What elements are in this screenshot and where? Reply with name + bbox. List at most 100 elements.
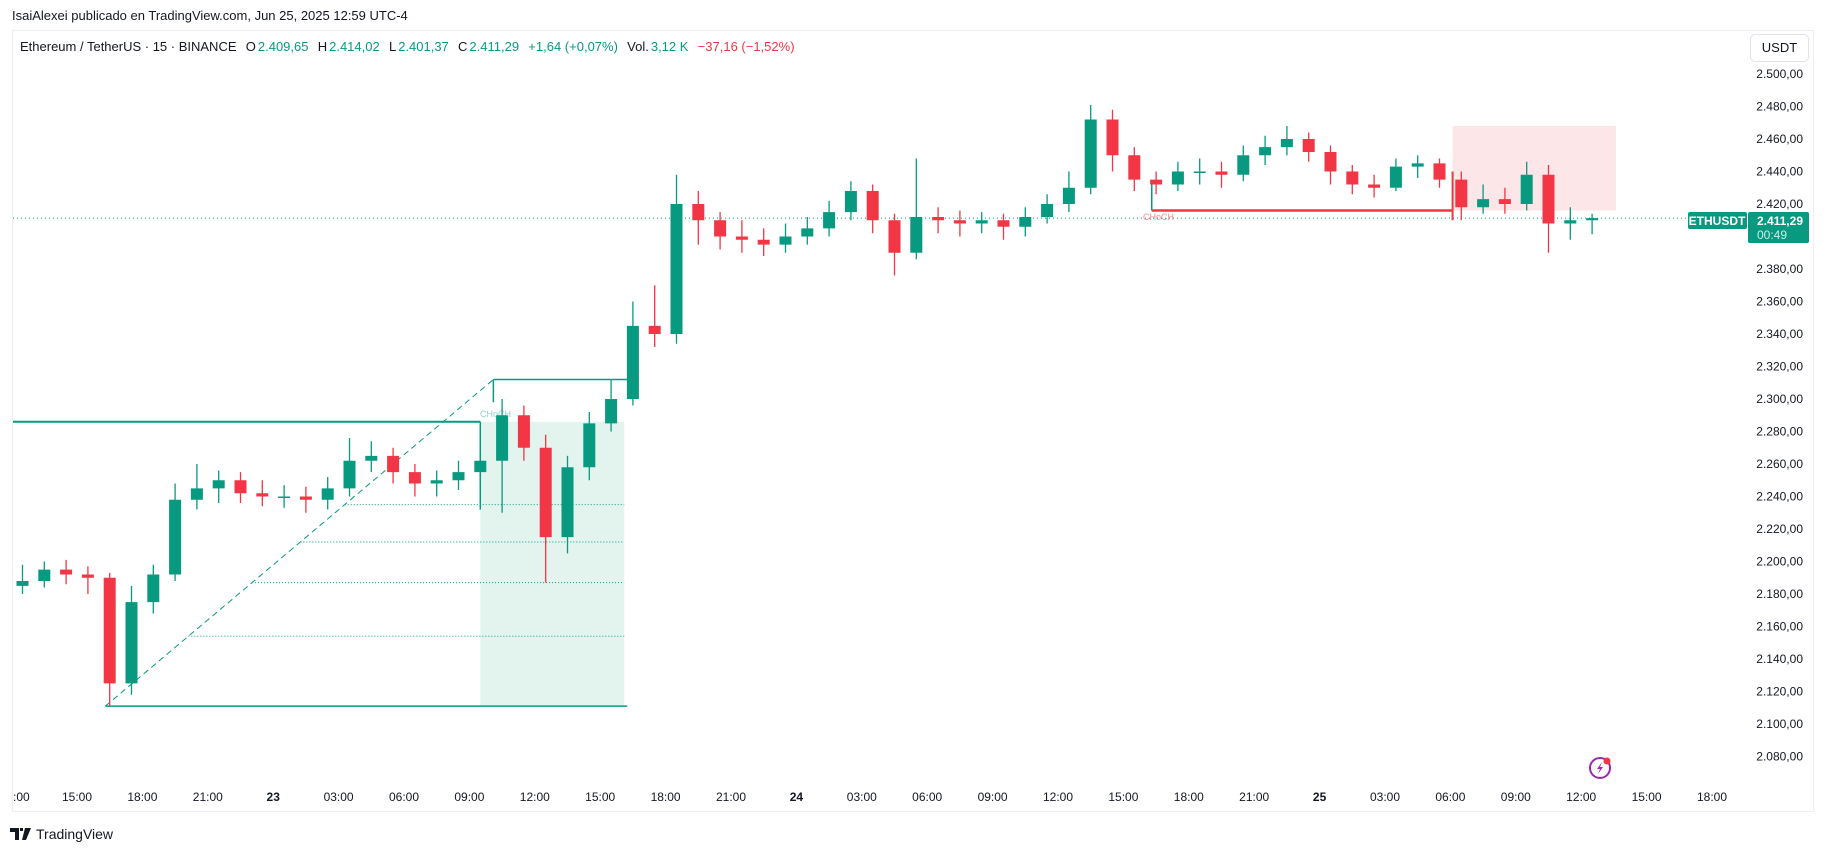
candle: [299, 486, 312, 513]
candle: [1586, 213, 1599, 235]
candle-body: [321, 488, 334, 500]
candle-body: [1237, 155, 1250, 175]
candle-body: [1019, 217, 1032, 227]
candle: [583, 412, 596, 481]
time-tick-label: 06:00: [912, 790, 942, 804]
candle-body: [1324, 152, 1337, 172]
candle: [452, 460, 465, 490]
candle-body: [408, 472, 421, 484]
time-tick-label: 09:00: [978, 790, 1008, 804]
time-tick-label: 23: [267, 790, 281, 804]
candle-body: [626, 325, 639, 399]
published-by-header: IsaiAlexei publicado en TradingView.com,…: [12, 8, 408, 23]
candle: [714, 212, 727, 250]
candle-body: [1346, 171, 1359, 185]
price-tick-label: 2.240,00: [1756, 490, 1803, 504]
candle-body: [648, 325, 661, 334]
candle: [496, 399, 509, 513]
candle-body: [583, 423, 596, 468]
candle-body: [1171, 171, 1184, 185]
candle-body: [910, 217, 923, 253]
time-tick-label: 03:00: [847, 790, 877, 804]
price-tick-label: 2.340,00: [1756, 327, 1803, 341]
candle-body: [953, 220, 966, 224]
price-tick-label: 2.300,00: [1756, 392, 1803, 406]
candle-body: [1477, 199, 1490, 208]
tradingview-logo-icon: [10, 828, 31, 840]
candle-body: [1128, 155, 1141, 180]
candle-body: [81, 574, 94, 578]
candle: [1259, 135, 1272, 165]
candle: [234, 472, 247, 503]
price-tick-label: 2.220,00: [1756, 522, 1803, 536]
price-tick-label: 2.180,00: [1756, 587, 1803, 601]
price-tick-label: 2.320,00: [1756, 360, 1803, 374]
chart-frame: [12, 30, 1814, 812]
volume-change: −37,16 (−1,52%): [697, 39, 795, 54]
candle-body: [430, 480, 443, 484]
candle: [1302, 132, 1315, 162]
candle-body: [866, 191, 879, 221]
candle: [1280, 126, 1293, 156]
candle-body: [692, 204, 705, 221]
lightning-alert-icon[interactable]: [1589, 757, 1611, 779]
candle: [1455, 171, 1468, 221]
time-tick-label: 12:00: [1043, 790, 1073, 804]
candle: [779, 223, 792, 253]
candle-body: [801, 228, 814, 237]
candle: [1062, 171, 1075, 213]
candle: [256, 480, 269, 507]
candle: [692, 191, 705, 245]
currency-button[interactable]: USDT: [1750, 34, 1809, 62]
candle: [16, 564, 29, 594]
candle-body: [561, 467, 574, 538]
candle-body: [735, 236, 748, 240]
price-tick-label: 2.360,00: [1756, 295, 1803, 309]
time-tick-label: 18:00: [651, 790, 681, 804]
price-tick-label: 2.440,00: [1756, 165, 1803, 179]
candle-body: [365, 455, 378, 461]
candle: [125, 585, 138, 695]
time-tick-label: 21:00: [193, 790, 223, 804]
last-price-badge-bg: [1748, 212, 1809, 243]
candle: [1520, 161, 1533, 211]
time-tick-label: 09:00: [454, 790, 484, 804]
time-tick-label: :00: [13, 790, 30, 804]
tradingview-logo[interactable]: TradingView: [10, 826, 113, 842]
symbol-name[interactable]: Ethereum / TetherUS · 15 · BINANCE: [20, 39, 237, 54]
high-label: H: [317, 39, 328, 54]
time-tick-label: 06:00: [1435, 790, 1465, 804]
candle: [474, 451, 487, 487]
choch-label-2: CHoCH: [1143, 212, 1174, 222]
candle-body: [517, 415, 530, 448]
candle: [190, 464, 203, 510]
candle-body: [1280, 139, 1293, 148]
candle: [1128, 147, 1141, 191]
candle-body: [1368, 184, 1381, 188]
change-value: +1,64 (+0,07%): [528, 39, 618, 54]
candle-body: [1106, 119, 1119, 156]
candle-body: [1389, 166, 1402, 188]
volume-value: 3,12 K: [650, 39, 689, 54]
candle: [1019, 207, 1032, 237]
time-tick-label: 09:00: [1501, 790, 1531, 804]
time-tick-label: 03:00: [324, 790, 354, 804]
candle-body: [278, 496, 291, 498]
time-tick-label: 15:00: [1108, 790, 1138, 804]
countdown-text: 00:49: [1757, 228, 1787, 242]
candle: [387, 447, 400, 484]
candle: [735, 220, 748, 253]
choch-label-1: CHoCH: [480, 409, 511, 419]
long-position-zone: [480, 421, 625, 707]
time-tick-label: 15:00: [585, 790, 615, 804]
time-tick-label: 15:00: [1632, 790, 1662, 804]
high-value: 2.414,02: [329, 39, 380, 54]
candle-body: [496, 415, 509, 461]
candle-body: [975, 220, 988, 224]
candle: [1411, 155, 1424, 178]
candle: [539, 434, 552, 583]
candle: [648, 285, 661, 347]
candle: [1084, 104, 1097, 195]
candle: [1433, 158, 1446, 188]
